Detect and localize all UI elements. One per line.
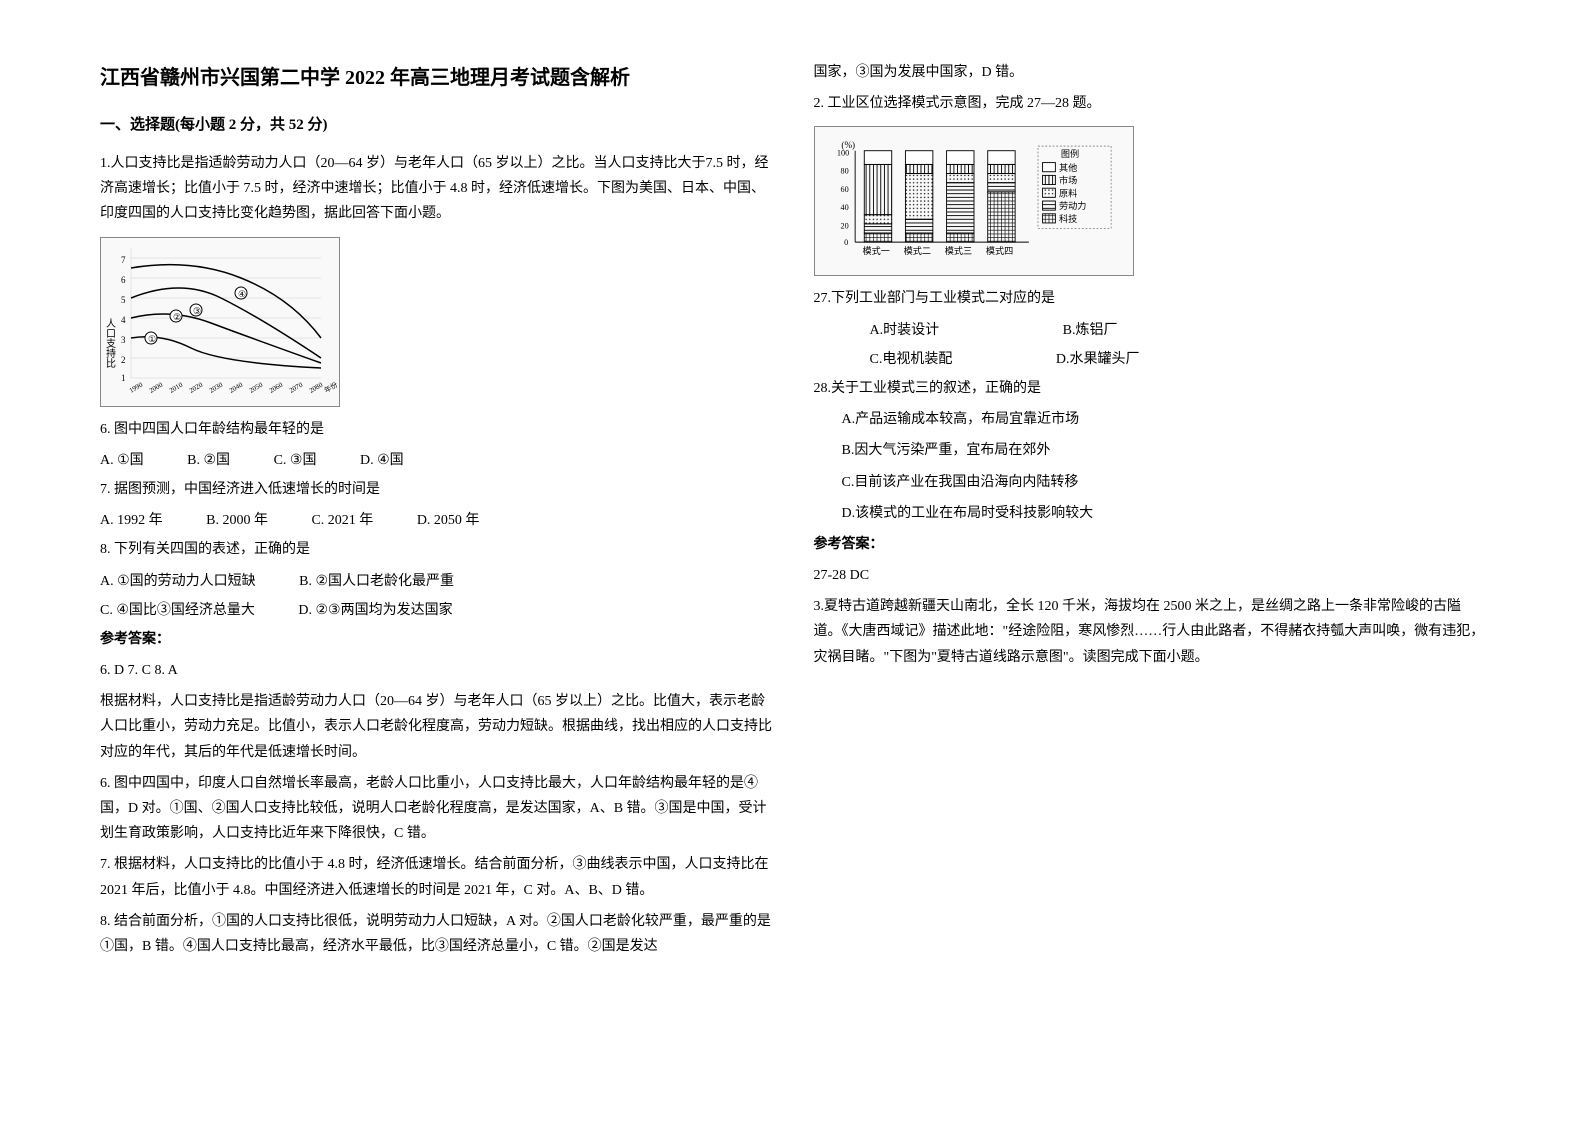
svg-text:其他: 其他: [1059, 162, 1077, 173]
svg-text:模式二: 模式二: [903, 245, 930, 256]
svg-text:2030: 2030: [208, 380, 225, 394]
svg-text:人口支持比: 人口支持比: [104, 317, 116, 367]
explain-7: 7. 根据材料，人口支持比的比值小于 4.8 时，经济低速增长。结合前面分析，③…: [100, 852, 774, 902]
q8-opt-c: C. ④国比③国经济总量大: [100, 598, 255, 623]
svg-text:图例: 图例: [1060, 148, 1078, 159]
explain-intro: 根据材料，人口支持比是指适龄劳动力人口（20—64 岁）与老年人口（65 岁以上…: [100, 689, 774, 765]
q1-intro: 1.人口支持比是指适龄劳动力人口（20—64 岁）与老年人口（65 岁以上）之比…: [100, 151, 774, 227]
q6-options: A. ①国 B. ②国 C. ③国 D. ④国: [100, 448, 774, 473]
q7-opt-c: C. 2021 年: [311, 508, 373, 533]
section-title: 一、选择题(每小题 2 分，共 52 分): [100, 112, 774, 139]
svg-text:④: ④: [238, 289, 246, 299]
svg-text:2070: 2070: [288, 380, 305, 394]
svg-text:3: 3: [121, 335, 126, 345]
svg-text:60: 60: [840, 185, 848, 194]
svg-text:2: 2: [121, 355, 126, 365]
q6-opt-a: A. ①国: [100, 448, 144, 473]
q8-opt-a: A. ①国的劳动力人口短缺: [100, 569, 256, 594]
svg-text:劳动力: 劳动力: [1059, 201, 1086, 212]
q28-opt-c: C.目前该产业在我国由沿海向内陆转移: [814, 470, 1488, 495]
svg-text:100: 100: [836, 149, 848, 158]
q28-opt-d: D.该模式的工业在布局时受科技影响较大: [814, 501, 1488, 526]
q6-opt-d: D. ④国: [360, 448, 404, 473]
q7-opt-b: B. 2000 年: [206, 508, 268, 533]
svg-text:6: 6: [121, 275, 126, 285]
svg-text:5: 5: [121, 295, 126, 305]
answers-2: 27-28 DC: [814, 563, 1488, 588]
svg-text:市场: 市场: [1059, 175, 1077, 186]
q6-text: 6. 图中四国人口年龄结构最年轻的是: [100, 417, 774, 442]
q3-text: 3.夏特古道跨越新疆天山南北，全长 120 千米，海拔均在 2500 米之上，是…: [814, 594, 1488, 670]
q28-opt-a: A.产品运输成本较高，布局宜靠近市场: [814, 407, 1488, 432]
q7-options: A. 1992 年 B. 2000 年 C. 2021 年 D. 2050 年: [100, 508, 774, 533]
svg-text:模式三: 模式三: [944, 245, 971, 256]
q27-opt-c: C.电视机装配: [870, 347, 953, 372]
line-chart-q1: 人口支持比 7 6 5 4 3 2 1 ① ② ③ ④ 1990 2000 20…: [100, 237, 340, 407]
q27-options-row2: C.电视机装配 D.水果罐头厂: [814, 347, 1488, 372]
svg-text:②: ②: [173, 312, 181, 322]
q27-opt-d: D.水果罐头厂: [1056, 347, 1140, 372]
answers-1: 6. D 7. C 8. A: [100, 658, 774, 683]
explain-8: 8. 结合前面分析，①国的人口支持比很低，说明劳动力人口短缺，A 对。②国人口老…: [100, 909, 774, 959]
q6-opt-b: B. ②国: [187, 448, 230, 473]
q27-opt-b: B.炼铝厂: [1063, 318, 1118, 343]
svg-text:2060: 2060: [268, 380, 285, 394]
svg-text:科技: 科技: [1059, 213, 1077, 224]
svg-text:7: 7: [121, 255, 126, 265]
svg-text:1: 1: [121, 373, 126, 383]
svg-text:80: 80: [840, 167, 848, 176]
svg-text:原料: 原料: [1059, 188, 1077, 199]
answer-label-2: 参考答案：: [814, 532, 1488, 557]
svg-text:1990: 1990: [128, 380, 145, 394]
explain-6: 6. 图中四国中，印度人口自然增长率最高，老龄人口比重小，人口支持比最大，人口年…: [100, 771, 774, 847]
q8-options-row2: C. ④国比③国经济总量大 D. ②③两国均为发达国家: [100, 598, 774, 623]
svg-text:模式四: 模式四: [985, 245, 1012, 256]
q28-text: 28.关于工业模式三的叙述，正确的是: [814, 376, 1488, 401]
explain-continue: 国家，③国为发展中国家，D 错。: [814, 60, 1488, 85]
answer-label-1: 参考答案：: [100, 627, 774, 652]
svg-text:③: ③: [193, 306, 201, 316]
q7-text: 7. 据图预测，中国经济进入低速增长的时间是: [100, 477, 774, 502]
svg-text:模式一: 模式一: [862, 245, 889, 256]
bar-chart-q2: (%) 100 80 60 40 20 0: [814, 126, 1134, 276]
svg-text:①: ①: [148, 334, 156, 344]
q8-text: 8. 下列有关四国的表述，正确的是: [100, 537, 774, 562]
q27-opt-a: A.时装设计: [870, 318, 940, 343]
svg-text:2020: 2020: [188, 380, 205, 394]
q7-opt-d: D. 2050 年: [417, 508, 480, 533]
svg-text:20: 20: [840, 222, 848, 231]
svg-text:2010: 2010: [168, 380, 185, 394]
q27-text: 27.下列工业部门与工业模式二对应的是: [814, 286, 1488, 311]
svg-text:2050: 2050: [248, 380, 265, 394]
q6-opt-c: C. ③国: [274, 448, 317, 473]
svg-text:0: 0: [844, 238, 848, 247]
q2-intro: 2. 工业区位选择模式示意图，完成 27—28 题。: [814, 91, 1488, 116]
q8-opt-d: D. ②③两国均为发达国家: [298, 598, 452, 623]
svg-text:2040: 2040: [228, 380, 245, 394]
svg-text:年份: 年份: [323, 380, 340, 395]
q8-options-row1: A. ①国的劳动力人口短缺 B. ②国人口老龄化最严重: [100, 569, 774, 594]
svg-text:4: 4: [121, 315, 126, 325]
q27-options-row1: A.时装设计 B.炼铝厂: [814, 318, 1488, 343]
svg-text:40: 40: [840, 204, 848, 213]
q7-opt-a: A. 1992 年: [100, 508, 163, 533]
page-title: 江西省赣州市兴国第二中学 2022 年高三地理月考试题含解析: [100, 60, 774, 96]
svg-text:2000: 2000: [148, 380, 165, 394]
q28-opt-b: B.因大气污染严重，宜布局在郊外: [814, 438, 1488, 463]
q8-opt-b: B. ②国人口老龄化最严重: [299, 569, 454, 594]
